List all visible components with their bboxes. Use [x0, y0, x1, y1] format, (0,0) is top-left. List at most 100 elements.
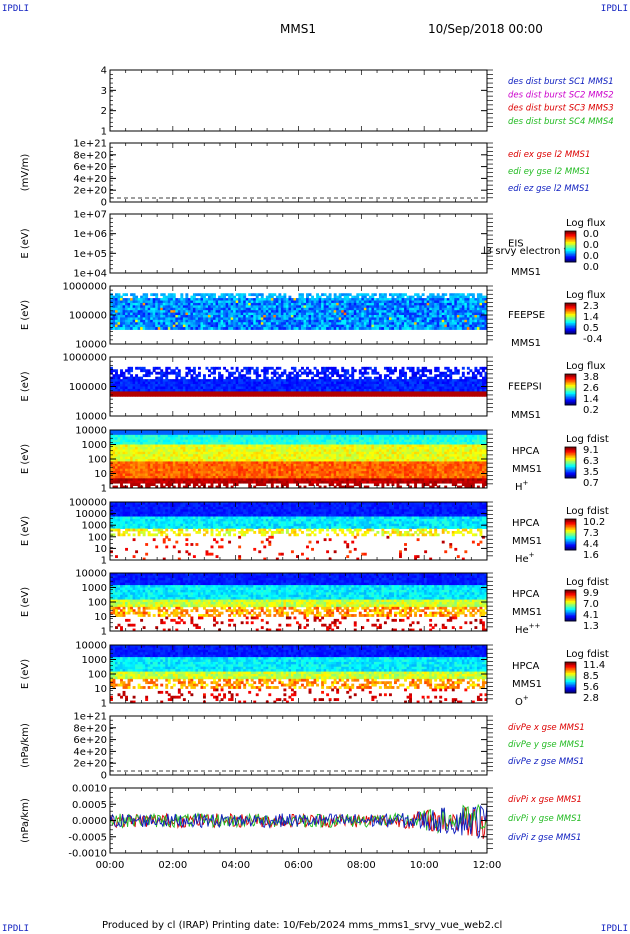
heat-cell: [419, 386, 423, 390]
heat-cell: [270, 366, 274, 370]
heat-cell: [190, 391, 194, 395]
heat-cell: [200, 312, 204, 316]
heat-cell: [411, 391, 415, 395]
heat-cell: [122, 461, 126, 465]
heat-cell: [117, 302, 121, 306]
heat-cell: [451, 371, 455, 375]
heat-cell: [273, 327, 277, 330]
heat-cell: [157, 302, 161, 306]
heat-cell: [311, 295, 314, 299]
heat-cell: [137, 432, 141, 436]
heat-cell: [165, 478, 169, 482]
heat-cell: [311, 298, 314, 301]
heat-cell: [406, 379, 410, 382]
heat-cell: [313, 327, 317, 330]
heat-cell: [213, 322, 216, 326]
heat-cell: [150, 391, 154, 395]
heat-cell: [278, 379, 282, 382]
heat-cell: [366, 324, 370, 328]
heat-cell: [135, 310, 139, 313]
heat-cell: [313, 300, 317, 304]
heat-cell: [316, 300, 319, 304]
heat-cell: [313, 391, 317, 395]
heat-cell: [439, 386, 443, 390]
heat-cell: [431, 295, 435, 299]
heat-cell: [421, 374, 425, 378]
heat-cell: [436, 393, 440, 397]
heat-cell: [336, 302, 340, 306]
heat-cell: [419, 315, 423, 318]
heat-cell: [230, 374, 234, 378]
heat-cell: [255, 300, 259, 304]
heat-cell: [255, 386, 259, 390]
heat-cell: [328, 384, 332, 387]
heat-cell: [145, 391, 149, 395]
heat-cell: [353, 319, 357, 323]
heat-cell: [137, 300, 141, 304]
heat-cell: [288, 374, 292, 378]
heat-cell: [323, 381, 327, 385]
heat-cell: [122, 371, 126, 375]
heat-cell: [386, 315, 390, 318]
heat-cell: [295, 388, 299, 392]
heat-cell: [265, 307, 269, 311]
heat-cell: [135, 386, 139, 390]
heat-cell: [170, 454, 174, 457]
heat-cell: [160, 369, 164, 373]
heat-cell: [160, 393, 164, 397]
heat-cell: [346, 305, 350, 309]
heat-cell: [205, 386, 209, 390]
heat-cell: [406, 315, 410, 318]
heat-cell: [311, 376, 314, 380]
heat-cell: [338, 324, 342, 328]
heat-cell: [295, 379, 299, 382]
heat-cell: [474, 369, 478, 373]
heat-cell: [150, 463, 154, 467]
heat-cell: [135, 302, 139, 306]
heat-cell: [152, 384, 156, 387]
heat-cell: [326, 366, 330, 370]
heat-cell: [275, 305, 279, 309]
heat-cell: [366, 305, 370, 309]
heat-cell: [157, 473, 161, 477]
heat-cell: [145, 434, 149, 438]
heat-cell: [135, 454, 139, 457]
heat-cell: [451, 302, 455, 306]
heat-cell: [431, 300, 435, 304]
heat-cell: [125, 439, 128, 443]
heat-cell: [429, 386, 433, 390]
heat-cell: [177, 442, 181, 445]
heat-cell: [170, 437, 174, 441]
heat-cell: [358, 319, 362, 323]
heat-cell: [240, 374, 244, 378]
heat-cell: [303, 388, 307, 392]
heat-cell: [160, 446, 164, 450]
heat-cell: [147, 446, 151, 450]
heat-cell: [200, 307, 204, 311]
heat-cell: [391, 293, 395, 297]
heat-cell: [301, 319, 304, 323]
heat-cell: [424, 305, 428, 309]
heat-cell: [378, 315, 382, 318]
heat-cell: [275, 391, 279, 395]
heat-cell: [120, 393, 123, 397]
heat-cell: [228, 322, 232, 326]
heat-cell: [175, 451, 179, 455]
heat-cell: [346, 388, 350, 392]
heat-cell: [182, 468, 186, 472]
heat-cell: [321, 302, 325, 306]
heat-cell: [424, 315, 428, 318]
heat-cell: [295, 327, 299, 330]
heat-cell: [112, 310, 116, 313]
heat-cell: [429, 295, 433, 299]
heat-cell: [366, 322, 370, 326]
heat-cell: [373, 369, 377, 373]
heat-cell: [142, 302, 146, 306]
heat-cell: [150, 302, 154, 306]
heat-cell: [215, 379, 219, 382]
heat-cell: [404, 381, 407, 385]
heat-cell: [213, 376, 216, 380]
heat-cell: [484, 379, 488, 382]
heat-cell: [298, 327, 302, 330]
heat-cell: [228, 393, 232, 397]
